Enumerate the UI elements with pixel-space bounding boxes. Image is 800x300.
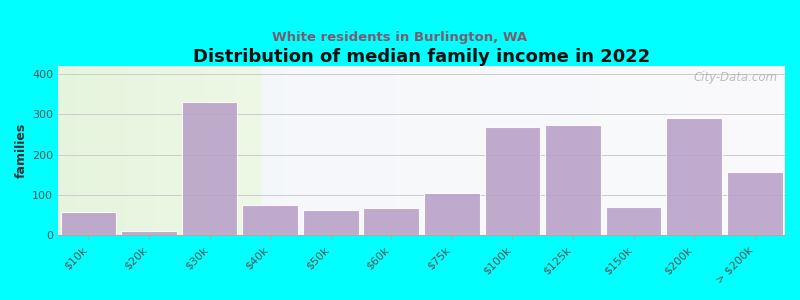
Bar <box>61 212 116 236</box>
Bar <box>363 208 419 236</box>
Title: Distribution of median family income in 2022: Distribution of median family income in … <box>193 48 650 66</box>
Bar <box>303 210 358 236</box>
Bar <box>727 172 782 236</box>
Y-axis label: families: families <box>15 123 28 178</box>
Bar <box>666 118 722 236</box>
Bar <box>424 193 480 236</box>
Bar <box>242 205 298 236</box>
Bar <box>121 231 177 236</box>
Bar <box>606 207 662 236</box>
Text: White residents in Burlington, WA: White residents in Burlington, WA <box>273 32 527 44</box>
Text: City-Data.com: City-Data.com <box>694 71 778 84</box>
Bar <box>545 125 601 236</box>
Bar <box>485 127 540 236</box>
Bar <box>182 102 238 236</box>
